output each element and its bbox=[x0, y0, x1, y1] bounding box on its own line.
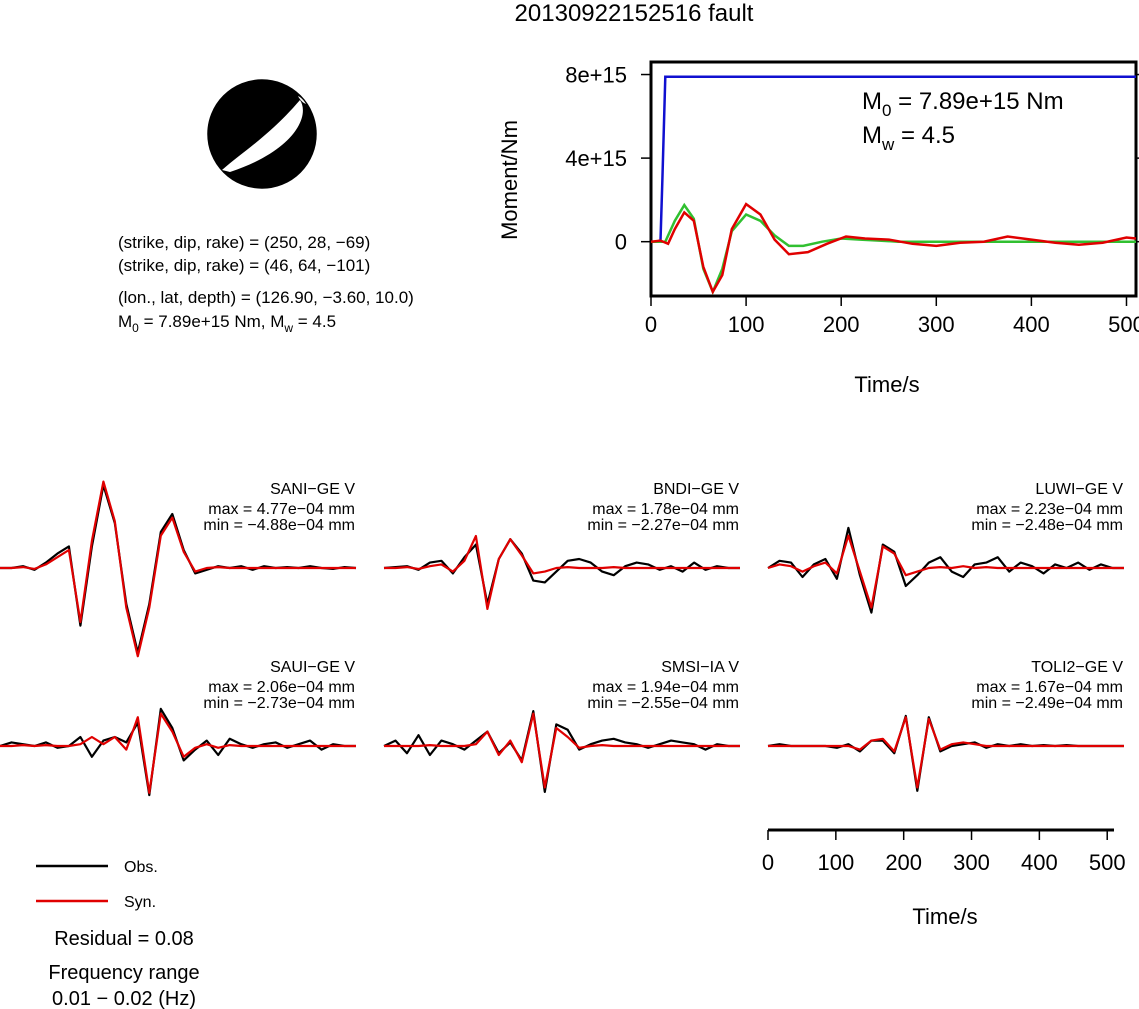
station-max: max = 1.94e−04 mm bbox=[592, 679, 739, 696]
station-max: max = 4.77e−04 mm bbox=[208, 501, 355, 518]
observed-waveform bbox=[383, 538, 740, 606]
synthetic-waveform bbox=[0, 712, 356, 794]
station-label: TOLI2−GE V bbox=[1031, 659, 1123, 676]
observed-waveform bbox=[383, 709, 740, 794]
station-label: SANI−GE V bbox=[270, 481, 355, 498]
frequency-range-value: 0.01 − 0.02 (Hz) bbox=[52, 988, 196, 1009]
moment-x-tick-label: 0 bbox=[645, 312, 657, 337]
station-max: max = 2.23e−04 mm bbox=[976, 501, 1123, 518]
synthetic-waveform bbox=[767, 534, 1124, 609]
moment-series-2 bbox=[650, 202, 1137, 295]
beachball bbox=[207, 79, 317, 189]
solution-info: (strike, dip, rake) = (250, 28, −69) (st… bbox=[118, 233, 414, 335]
waveform-x-tick-label: 400 bbox=[1021, 850, 1058, 875]
legend: Obs. Syn. bbox=[36, 859, 158, 911]
station-min: min = −2.49e−04 mm bbox=[971, 695, 1123, 712]
station-min: min = −2.55e−04 mm bbox=[587, 695, 739, 712]
beachball-dilatational-area bbox=[222, 100, 303, 172]
moment-mw-value: = 4.5 bbox=[894, 122, 955, 149]
m0-value: = 7.89e+15 Nm, M bbox=[139, 312, 285, 331]
moment-m0-value: = 7.89e+15 Nm bbox=[891, 88, 1063, 115]
moment-x-tick-label: 100 bbox=[728, 312, 765, 337]
station-min: min = −4.88e−04 mm bbox=[203, 517, 355, 534]
moment-m0-subscript: 0 bbox=[882, 101, 891, 120]
residual-text: Residual = 0.08 bbox=[54, 928, 194, 950]
waveform-x-label: Time/s bbox=[912, 904, 977, 929]
m0-subscript: 0 bbox=[132, 321, 139, 335]
synthetic-waveform bbox=[384, 712, 740, 789]
station-max: max = 1.78e−04 mm bbox=[592, 501, 739, 518]
waveform-x-tick-label: 200 bbox=[885, 850, 922, 875]
moment-chart: 0 100 200 300 400 500 0 4e+15 8e+15 Time/s Mome… bbox=[497, 60, 1139, 397]
figure-title: 20130922152516 fault bbox=[515, 0, 754, 27]
station-min: min = −2.73e−04 mm bbox=[203, 695, 355, 712]
observed-waveform bbox=[767, 714, 1124, 792]
station-label: SAUI−GE V bbox=[270, 659, 355, 676]
m0-letter: M bbox=[118, 312, 132, 331]
station-label: BNDI−GE V bbox=[653, 481, 739, 498]
nodal-plane-2: (strike, dip, rake) = (46, 64, −101) bbox=[118, 256, 370, 275]
waveform-x-tick-label: 100 bbox=[817, 850, 854, 875]
frequency-range-label: Frequency range bbox=[48, 962, 199, 984]
location-info: (lon., lat, depth) = (126.90, −3.60, 10.… bbox=[118, 288, 414, 307]
waveform-x-tick-label: 500 bbox=[1089, 850, 1126, 875]
moment-y-ticks: 0 4e+15 8e+15 bbox=[565, 63, 1139, 255]
moment-x-tick-label: 200 bbox=[823, 312, 860, 337]
waveform-time-axis: 0 100 200 300 400 500 Time/s bbox=[762, 828, 1126, 929]
mw-value: = 4.5 bbox=[293, 312, 336, 331]
waveform-x-tick-label: 300 bbox=[953, 850, 990, 875]
station-max: max = 1.67e−04 mm bbox=[976, 679, 1123, 696]
mw-subscript: w bbox=[283, 321, 293, 335]
moment-y-tick-label: 4e+15 bbox=[565, 146, 627, 171]
moment-x-tick-label: 500 bbox=[1108, 312, 1139, 337]
moment-mw-subscript: w bbox=[881, 135, 895, 154]
moment-y-tick-label: 8e+15 bbox=[565, 63, 627, 88]
moment-mw-annotation: Mw = 4.5 bbox=[862, 122, 955, 154]
moment-y-tick-label: 0 bbox=[615, 230, 627, 255]
observed-waveform bbox=[767, 526, 1124, 614]
moment-series-group bbox=[650, 75, 1137, 296]
synthetic-waveform bbox=[768, 716, 1124, 789]
beachball-compressional bbox=[207, 79, 317, 189]
synthetic-waveform bbox=[384, 534, 740, 611]
moment-x-ticks: 0 100 200 300 400 500 bbox=[645, 296, 1139, 337]
observed-waveform bbox=[0, 707, 356, 797]
station-min: min = −2.27e−04 mm bbox=[587, 517, 739, 534]
station-min: min = −2.48e−04 mm bbox=[971, 517, 1123, 534]
synthetic-waveform bbox=[0, 480, 356, 658]
station-max: max = 2.06e−04 mm bbox=[208, 679, 355, 696]
legend-syn-label: Syn. bbox=[124, 894, 156, 911]
moment-x-tick-label: 400 bbox=[1013, 312, 1050, 337]
moment-x-label: Time/s bbox=[854, 372, 919, 397]
moment-mw-letter: M bbox=[862, 122, 882, 149]
station-label: SMSI−IA V bbox=[661, 659, 739, 676]
legend-obs-label: Obs. bbox=[124, 859, 158, 876]
beachball-dilatational-sliver bbox=[298, 96, 306, 104]
moment-m0-letter: M bbox=[862, 88, 882, 115]
moment-summary: M0 = 7.89e+15 Nm, Mw = 4.5 bbox=[118, 312, 336, 335]
moment-chart-frame bbox=[649, 60, 1138, 298]
waveform-x-ticks: 0 100 200 300 400 500 bbox=[762, 830, 1126, 875]
nodal-plane-1: (strike, dip, rake) = (250, 28, −69) bbox=[118, 233, 370, 252]
station-label: LUWI−GE V bbox=[1035, 481, 1123, 498]
moment-y-label: Moment/Nm bbox=[497, 120, 522, 240]
moment-m0-annotation: M0 = 7.89e+15 Nm bbox=[862, 88, 1064, 120]
waveform-x-tick-label: 0 bbox=[762, 850, 774, 875]
moment-x-tick-label: 300 bbox=[918, 312, 955, 337]
moment-series-1 bbox=[651, 202, 1136, 296]
